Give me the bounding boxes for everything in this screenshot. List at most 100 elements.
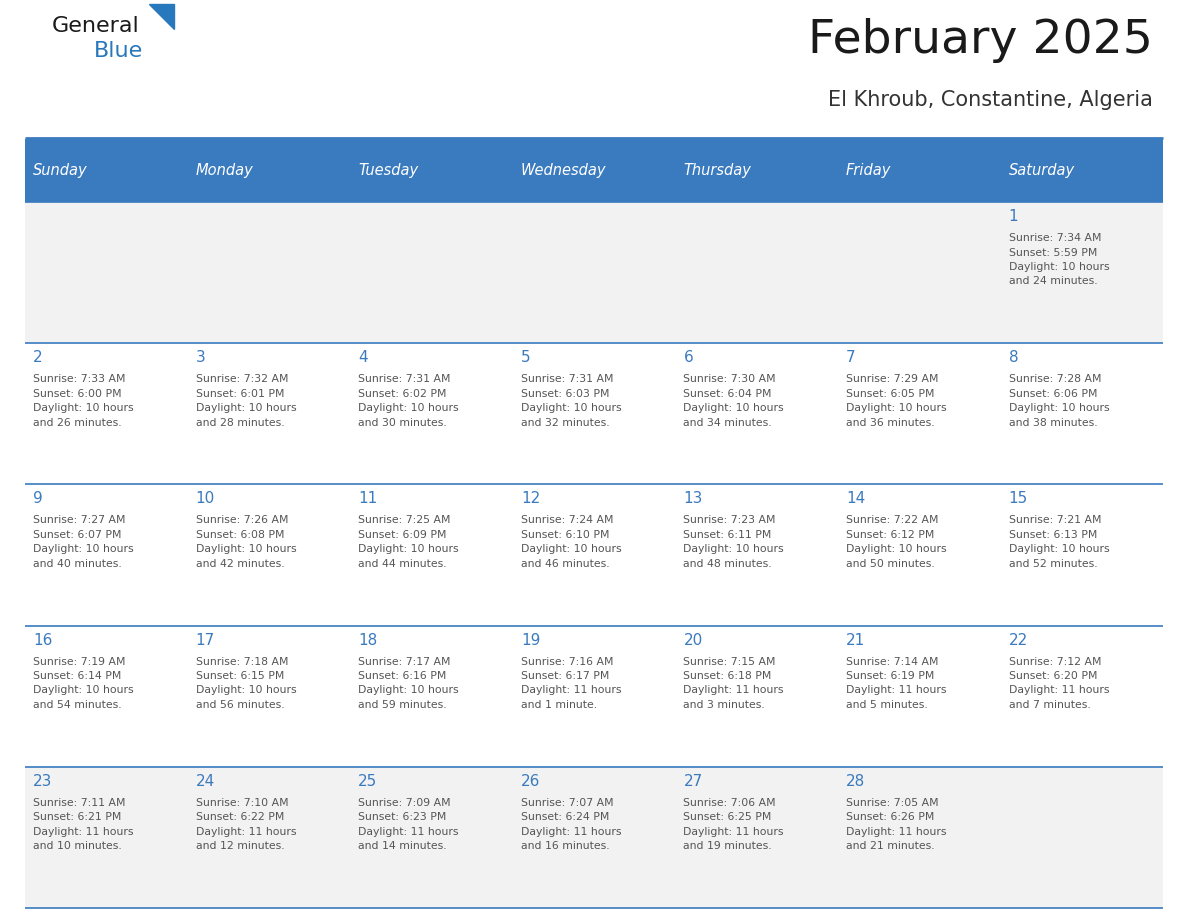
Text: 14: 14: [846, 491, 865, 507]
Bar: [350, 202, 513, 343]
Text: 3: 3: [196, 351, 206, 365]
Text: 1: 1: [1009, 209, 1018, 224]
Text: Thursday: Thursday: [683, 163, 751, 178]
Bar: [25, 343, 188, 485]
Text: Sunrise: 7:30 AM
Sunset: 6:04 PM
Daylight: 10 hours
and 34 minutes.: Sunrise: 7:30 AM Sunset: 6:04 PM Dayligh…: [683, 375, 784, 428]
Bar: [350, 139, 513, 202]
Bar: [513, 626, 675, 767]
Text: 26: 26: [520, 774, 541, 789]
Bar: [25, 202, 188, 343]
Text: 18: 18: [359, 633, 378, 648]
Bar: [1000, 343, 1163, 485]
Text: Monday: Monday: [196, 163, 253, 178]
Text: Sunrise: 7:07 AM
Sunset: 6:24 PM
Daylight: 11 hours
and 16 minutes.: Sunrise: 7:07 AM Sunset: 6:24 PM Dayligh…: [520, 798, 621, 851]
Text: Sunrise: 7:33 AM
Sunset: 6:00 PM
Daylight: 10 hours
and 26 minutes.: Sunrise: 7:33 AM Sunset: 6:00 PM Dayligh…: [33, 375, 134, 428]
Bar: [188, 626, 350, 767]
Bar: [1000, 485, 1163, 626]
Bar: [1000, 626, 1163, 767]
Bar: [513, 343, 675, 485]
Bar: [675, 202, 838, 343]
Bar: [25, 485, 188, 626]
Bar: [350, 485, 513, 626]
Text: Sunrise: 7:11 AM
Sunset: 6:21 PM
Daylight: 11 hours
and 10 minutes.: Sunrise: 7:11 AM Sunset: 6:21 PM Dayligh…: [33, 798, 133, 851]
Text: Sunrise: 7:10 AM
Sunset: 6:22 PM
Daylight: 11 hours
and 12 minutes.: Sunrise: 7:10 AM Sunset: 6:22 PM Dayligh…: [196, 798, 296, 851]
Bar: [675, 343, 838, 485]
Bar: [25, 626, 188, 767]
Text: Sunrise: 7:26 AM
Sunset: 6:08 PM
Daylight: 10 hours
and 42 minutes.: Sunrise: 7:26 AM Sunset: 6:08 PM Dayligh…: [196, 516, 296, 568]
Bar: [188, 767, 350, 908]
Text: 20: 20: [683, 633, 702, 648]
Text: 10: 10: [196, 491, 215, 507]
Text: 5: 5: [520, 351, 531, 365]
Text: 28: 28: [846, 774, 865, 789]
Text: 4: 4: [359, 351, 368, 365]
Bar: [188, 485, 350, 626]
Text: February 2025: February 2025: [808, 18, 1154, 63]
Bar: [838, 202, 1000, 343]
Text: 8: 8: [1009, 351, 1018, 365]
Polygon shape: [148, 4, 173, 29]
Bar: [838, 767, 1000, 908]
Text: Sunrise: 7:24 AM
Sunset: 6:10 PM
Daylight: 10 hours
and 46 minutes.: Sunrise: 7:24 AM Sunset: 6:10 PM Dayligh…: [520, 516, 621, 568]
Bar: [188, 202, 350, 343]
Text: 17: 17: [196, 633, 215, 648]
Text: Sunday: Sunday: [33, 163, 88, 178]
Bar: [350, 767, 513, 908]
Text: 16: 16: [33, 633, 52, 648]
Text: Sunrise: 7:14 AM
Sunset: 6:19 PM
Daylight: 11 hours
and 5 minutes.: Sunrise: 7:14 AM Sunset: 6:19 PM Dayligh…: [846, 656, 947, 710]
Text: Wednesday: Wednesday: [520, 163, 606, 178]
Bar: [838, 343, 1000, 485]
Bar: [513, 485, 675, 626]
Text: 6: 6: [683, 351, 693, 365]
Text: Sunrise: 7:28 AM
Sunset: 6:06 PM
Daylight: 10 hours
and 38 minutes.: Sunrise: 7:28 AM Sunset: 6:06 PM Dayligh…: [1009, 375, 1110, 428]
Text: Sunrise: 7:18 AM
Sunset: 6:15 PM
Daylight: 10 hours
and 56 minutes.: Sunrise: 7:18 AM Sunset: 6:15 PM Dayligh…: [196, 656, 296, 710]
Text: 23: 23: [33, 774, 52, 789]
Text: Sunrise: 7:15 AM
Sunset: 6:18 PM
Daylight: 11 hours
and 3 minutes.: Sunrise: 7:15 AM Sunset: 6:18 PM Dayligh…: [683, 656, 784, 710]
Text: Sunrise: 7:27 AM
Sunset: 6:07 PM
Daylight: 10 hours
and 40 minutes.: Sunrise: 7:27 AM Sunset: 6:07 PM Dayligh…: [33, 516, 134, 568]
Bar: [675, 626, 838, 767]
Text: 2: 2: [33, 351, 43, 365]
Text: Sunrise: 7:17 AM
Sunset: 6:16 PM
Daylight: 10 hours
and 59 minutes.: Sunrise: 7:17 AM Sunset: 6:16 PM Dayligh…: [359, 656, 459, 710]
Text: 22: 22: [1009, 633, 1028, 648]
Text: Sunrise: 7:32 AM
Sunset: 6:01 PM
Daylight: 10 hours
and 28 minutes.: Sunrise: 7:32 AM Sunset: 6:01 PM Dayligh…: [196, 375, 296, 428]
Bar: [25, 767, 188, 908]
Text: 7: 7: [846, 351, 855, 365]
Bar: [675, 139, 838, 202]
Text: Saturday: Saturday: [1009, 163, 1075, 178]
Bar: [1000, 202, 1163, 343]
Text: Sunrise: 7:22 AM
Sunset: 6:12 PM
Daylight: 10 hours
and 50 minutes.: Sunrise: 7:22 AM Sunset: 6:12 PM Dayligh…: [846, 516, 947, 568]
Text: Sunrise: 7:34 AM
Sunset: 5:59 PM
Daylight: 10 hours
and 24 minutes.: Sunrise: 7:34 AM Sunset: 5:59 PM Dayligh…: [1009, 233, 1110, 286]
Text: Blue: Blue: [94, 41, 144, 61]
Text: Sunrise: 7:12 AM
Sunset: 6:20 PM
Daylight: 11 hours
and 7 minutes.: Sunrise: 7:12 AM Sunset: 6:20 PM Dayligh…: [1009, 656, 1110, 710]
Text: 21: 21: [846, 633, 865, 648]
Bar: [188, 343, 350, 485]
Bar: [838, 139, 1000, 202]
Text: Tuesday: Tuesday: [359, 163, 418, 178]
Text: Sunrise: 7:23 AM
Sunset: 6:11 PM
Daylight: 10 hours
and 48 minutes.: Sunrise: 7:23 AM Sunset: 6:11 PM Dayligh…: [683, 516, 784, 568]
Text: 13: 13: [683, 491, 703, 507]
Text: 15: 15: [1009, 491, 1028, 507]
Text: Sunrise: 7:16 AM
Sunset: 6:17 PM
Daylight: 11 hours
and 1 minute.: Sunrise: 7:16 AM Sunset: 6:17 PM Dayligh…: [520, 656, 621, 710]
Bar: [513, 202, 675, 343]
Text: Sunrise: 7:05 AM
Sunset: 6:26 PM
Daylight: 11 hours
and 21 minutes.: Sunrise: 7:05 AM Sunset: 6:26 PM Dayligh…: [846, 798, 947, 851]
Text: Sunrise: 7:31 AM
Sunset: 6:03 PM
Daylight: 10 hours
and 32 minutes.: Sunrise: 7:31 AM Sunset: 6:03 PM Dayligh…: [520, 375, 621, 428]
Bar: [350, 343, 513, 485]
Text: Sunrise: 7:06 AM
Sunset: 6:25 PM
Daylight: 11 hours
and 19 minutes.: Sunrise: 7:06 AM Sunset: 6:25 PM Dayligh…: [683, 798, 784, 851]
Bar: [513, 767, 675, 908]
Bar: [675, 767, 838, 908]
Text: 27: 27: [683, 774, 702, 789]
Bar: [25, 139, 188, 202]
Bar: [1000, 767, 1163, 908]
Text: El Khroub, Constantine, Algeria: El Khroub, Constantine, Algeria: [828, 90, 1154, 110]
Text: 24: 24: [196, 774, 215, 789]
Bar: [513, 139, 675, 202]
Text: General: General: [52, 16, 140, 36]
Text: Sunrise: 7:25 AM
Sunset: 6:09 PM
Daylight: 10 hours
and 44 minutes.: Sunrise: 7:25 AM Sunset: 6:09 PM Dayligh…: [359, 516, 459, 568]
Bar: [188, 139, 350, 202]
Text: Sunrise: 7:09 AM
Sunset: 6:23 PM
Daylight: 11 hours
and 14 minutes.: Sunrise: 7:09 AM Sunset: 6:23 PM Dayligh…: [359, 798, 459, 851]
Bar: [1000, 139, 1163, 202]
Text: 12: 12: [520, 491, 541, 507]
Bar: [350, 626, 513, 767]
Text: 25: 25: [359, 774, 378, 789]
Bar: [838, 485, 1000, 626]
